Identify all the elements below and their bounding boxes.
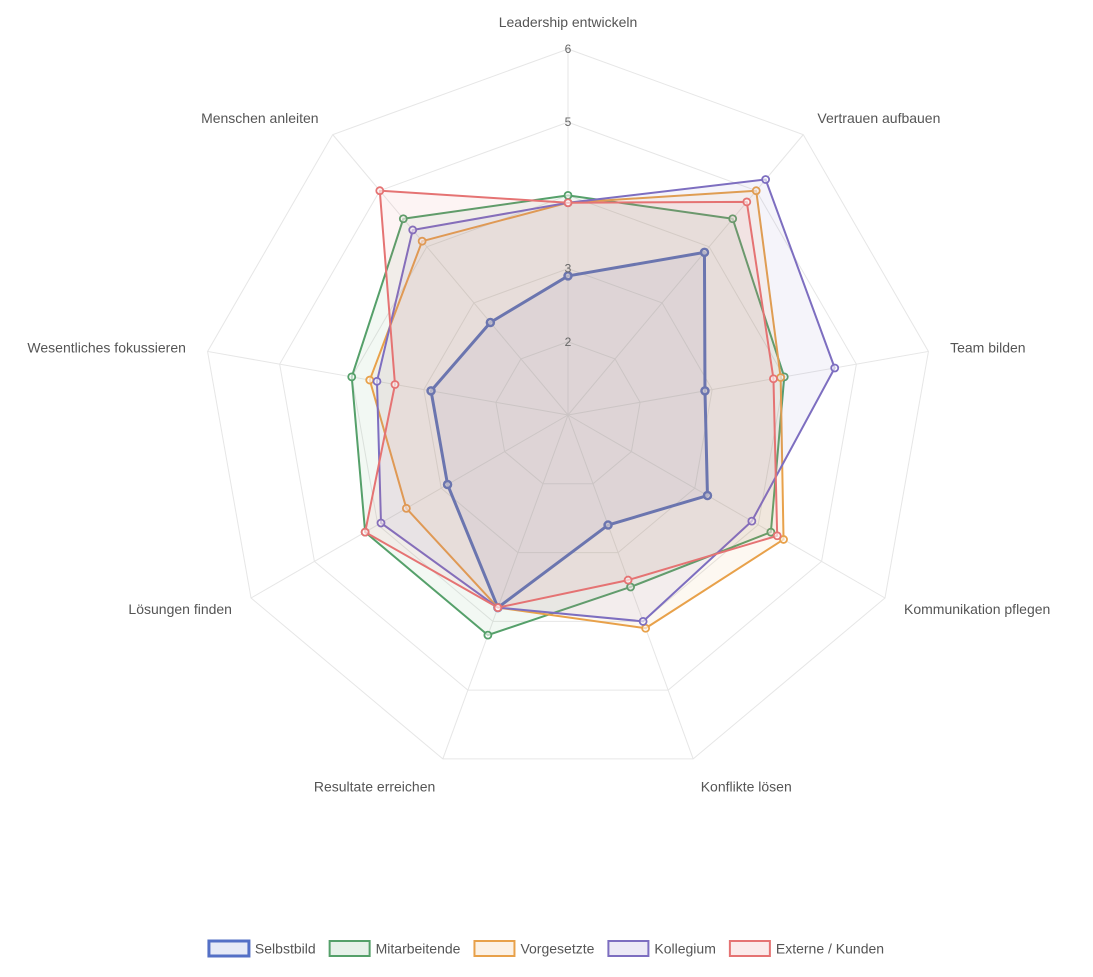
series-area (364, 189, 779, 609)
tick-label: 6 (565, 42, 572, 56)
data-point[interactable] (376, 518, 386, 528)
axis-label: Team bilden (950, 340, 1026, 356)
grid-spoke (567, 350, 929, 416)
grid-spoke (332, 134, 569, 416)
data-point[interactable] (769, 374, 778, 384)
legend-label: Vorgesetzte (520, 941, 594, 957)
legend-label: Mitarbeitende (376, 941, 461, 957)
legend-swatch (728, 940, 771, 957)
axis-label: Menschen anleiten (201, 110, 319, 126)
grid-ring (207, 48, 929, 760)
legend: Selbstbild Mitarbeitende Vorgesetzte Kolleg… (207, 939, 884, 958)
axis-label: Vertrauen aufbauen (817, 110, 940, 126)
data-point[interactable] (747, 516, 757, 526)
data-point[interactable] (742, 197, 752, 207)
data-point[interactable] (442, 479, 453, 490)
legend-item[interactable]: Kollegium (607, 940, 716, 957)
data-point[interactable] (408, 225, 418, 235)
data-point[interactable] (603, 520, 613, 530)
legend-item[interactable]: Vorgesetzte (473, 940, 595, 957)
data-point[interactable] (417, 236, 427, 246)
legend-item[interactable]: Externe / Kunden (728, 940, 884, 957)
legend-label: Selbstbild (255, 941, 316, 957)
axis-labels: Leadership entwickeln Vertrauen aufbauen T… (27, 14, 1050, 795)
data-point[interactable] (638, 616, 648, 626)
series-area (375, 178, 836, 623)
series-selbstbild (426, 247, 713, 613)
data-point[interactable] (623, 575, 633, 585)
axis-label: Resultate erreichen (314, 779, 435, 795)
data-point[interactable] (401, 503, 411, 513)
data-point[interactable] (398, 214, 408, 224)
grid-spoke (567, 414, 886, 599)
axis-label: Konflikte lösen (701, 779, 792, 795)
legend-swatch (328, 940, 371, 957)
tick-labels: 2 3 5 6 (565, 42, 572, 349)
tick-label: 3 (565, 262, 572, 276)
axis-label: Leadership entwickeln (499, 14, 638, 30)
series-externe-kunden (360, 186, 782, 612)
data-point[interactable] (728, 214, 738, 224)
grid-ring (495, 341, 641, 485)
axis-label: Kommunikation pflegen (904, 601, 1050, 617)
data-point[interactable] (766, 527, 776, 537)
data-point[interactable] (779, 535, 788, 544)
grid (207, 48, 929, 760)
axis-label: Wesentliches fokussieren (27, 340, 185, 356)
data-point[interactable] (485, 317, 496, 328)
legend-swatch (607, 940, 650, 957)
data-point[interactable] (483, 630, 493, 640)
series-mitarbeitende (347, 190, 789, 640)
data-point[interactable] (830, 363, 840, 373)
data-point[interactable] (700, 386, 710, 396)
data-point[interactable] (426, 386, 436, 396)
data-point[interactable] (563, 271, 573, 281)
grid-ring (423, 268, 713, 554)
series-area (429, 250, 709, 610)
legend-label: Kollegium (654, 941, 715, 957)
legend-item[interactable]: Selbstbild (207, 939, 316, 958)
tick-label: 2 (565, 335, 572, 349)
legend-item[interactable]: Mitarbeitende (328, 940, 461, 957)
tick-label: 5 (565, 115, 572, 129)
data-point[interactable] (751, 186, 761, 196)
data-point[interactable] (372, 376, 382, 386)
data-point[interactable] (772, 531, 782, 541)
data-point[interactable] (702, 490, 713, 501)
data-point[interactable] (347, 372, 357, 382)
series (347, 175, 840, 640)
data-point[interactable] (641, 623, 651, 633)
data-point[interactable] (563, 190, 573, 200)
axis-label: Lösungen finden (128, 601, 232, 617)
series-area (350, 194, 786, 637)
data-point[interactable] (390, 380, 400, 389)
legend-swatch (207, 939, 251, 958)
data-point[interactable] (493, 603, 503, 612)
series-area (368, 189, 785, 630)
grid-spoke (442, 414, 569, 760)
grid-ring (279, 121, 857, 691)
data-point[interactable] (360, 527, 370, 537)
legend-label: Externe / Kunden (776, 941, 884, 957)
data-point[interactable] (563, 198, 573, 208)
data-point[interactable] (375, 186, 385, 196)
data-point[interactable] (761, 175, 771, 184)
grid-spoke (207, 350, 569, 416)
data-point[interactable] (365, 375, 375, 385)
data-point[interactable] (699, 247, 710, 258)
legend-swatch (473, 940, 516, 957)
